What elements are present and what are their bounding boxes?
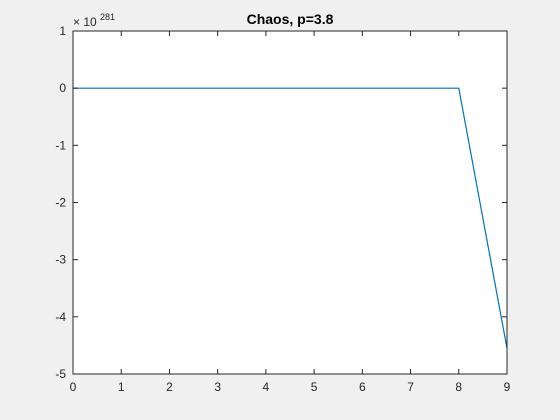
labels-layer: 0 1 2 3 4 5 6 7 8 910-1-2-3-4-5: [55, 24, 510, 394]
y-tick-label: 0: [59, 81, 66, 95]
y-tick-label: -1: [55, 138, 66, 152]
x-tick-label: 3: [214, 380, 221, 394]
chart-title: Chaos, p=3.8: [247, 11, 334, 27]
x-tick-label: 9: [504, 380, 511, 394]
x-tick-label: 8: [455, 380, 462, 394]
x-tick-label: 6: [359, 380, 366, 394]
axes-box: [72, 30, 508, 375]
y-axis-scale-exponent: 281: [100, 12, 115, 22]
y-tick-label: -2: [55, 196, 66, 210]
axes-background: [73, 31, 507, 374]
y-tick-label: -5: [55, 367, 66, 381]
y-tick-label: -3: [55, 253, 66, 267]
y-tick-label: -4: [55, 310, 66, 324]
x-tick-label: 5: [311, 380, 318, 394]
x-tick-label: 7: [407, 380, 414, 394]
x-tick-label: 1: [118, 380, 125, 394]
series-layer: [73, 87, 508, 349]
x-tick-label: 0: [70, 380, 77, 394]
y-tick-label: 1: [59, 24, 66, 38]
x-tick-label: 4: [263, 380, 270, 394]
series-line: [73, 87, 508, 349]
y-axis-scale-base: × 10: [73, 15, 97, 29]
y-axis-exponent-label: × 10 281: [73, 12, 115, 29]
x-tick-label: 2: [166, 380, 173, 394]
